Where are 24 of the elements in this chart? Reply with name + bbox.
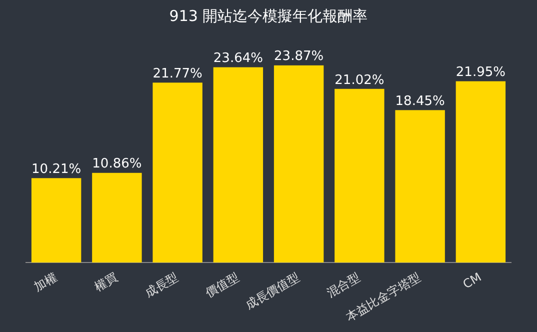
chart-title: 913 開站迄今模擬年化報酬率 — [169, 6, 368, 25]
x-tick-label: 權買 — [92, 270, 120, 294]
bar — [152, 82, 202, 263]
data-label: 10.86% — [92, 156, 142, 172]
bar — [334, 88, 384, 263]
bar — [274, 65, 324, 263]
data-label: 23.64% — [213, 51, 263, 66]
bar — [395, 110, 445, 263]
bar — [456, 81, 506, 263]
data-label: 10.21% — [32, 162, 82, 178]
bar — [92, 172, 142, 263]
x-tick-label: 價值型 — [203, 270, 242, 300]
x-tick-label: 混合型 — [324, 270, 362, 300]
data-label: 21.02% — [334, 72, 384, 88]
x-tick-label: 成長型 — [142, 270, 181, 300]
x-tick-label: 成長價值型 — [242, 270, 302, 312]
bar — [31, 178, 82, 263]
data-label: 18.45% — [395, 94, 445, 109]
data-label: 21.95% — [456, 65, 506, 80]
x-tick-label: 加權 — [32, 270, 60, 294]
data-label: 23.87% — [274, 49, 324, 64]
bar — [213, 67, 264, 263]
data-label: 21.77% — [152, 66, 202, 82]
x-tick-label: CM — [460, 270, 484, 292]
